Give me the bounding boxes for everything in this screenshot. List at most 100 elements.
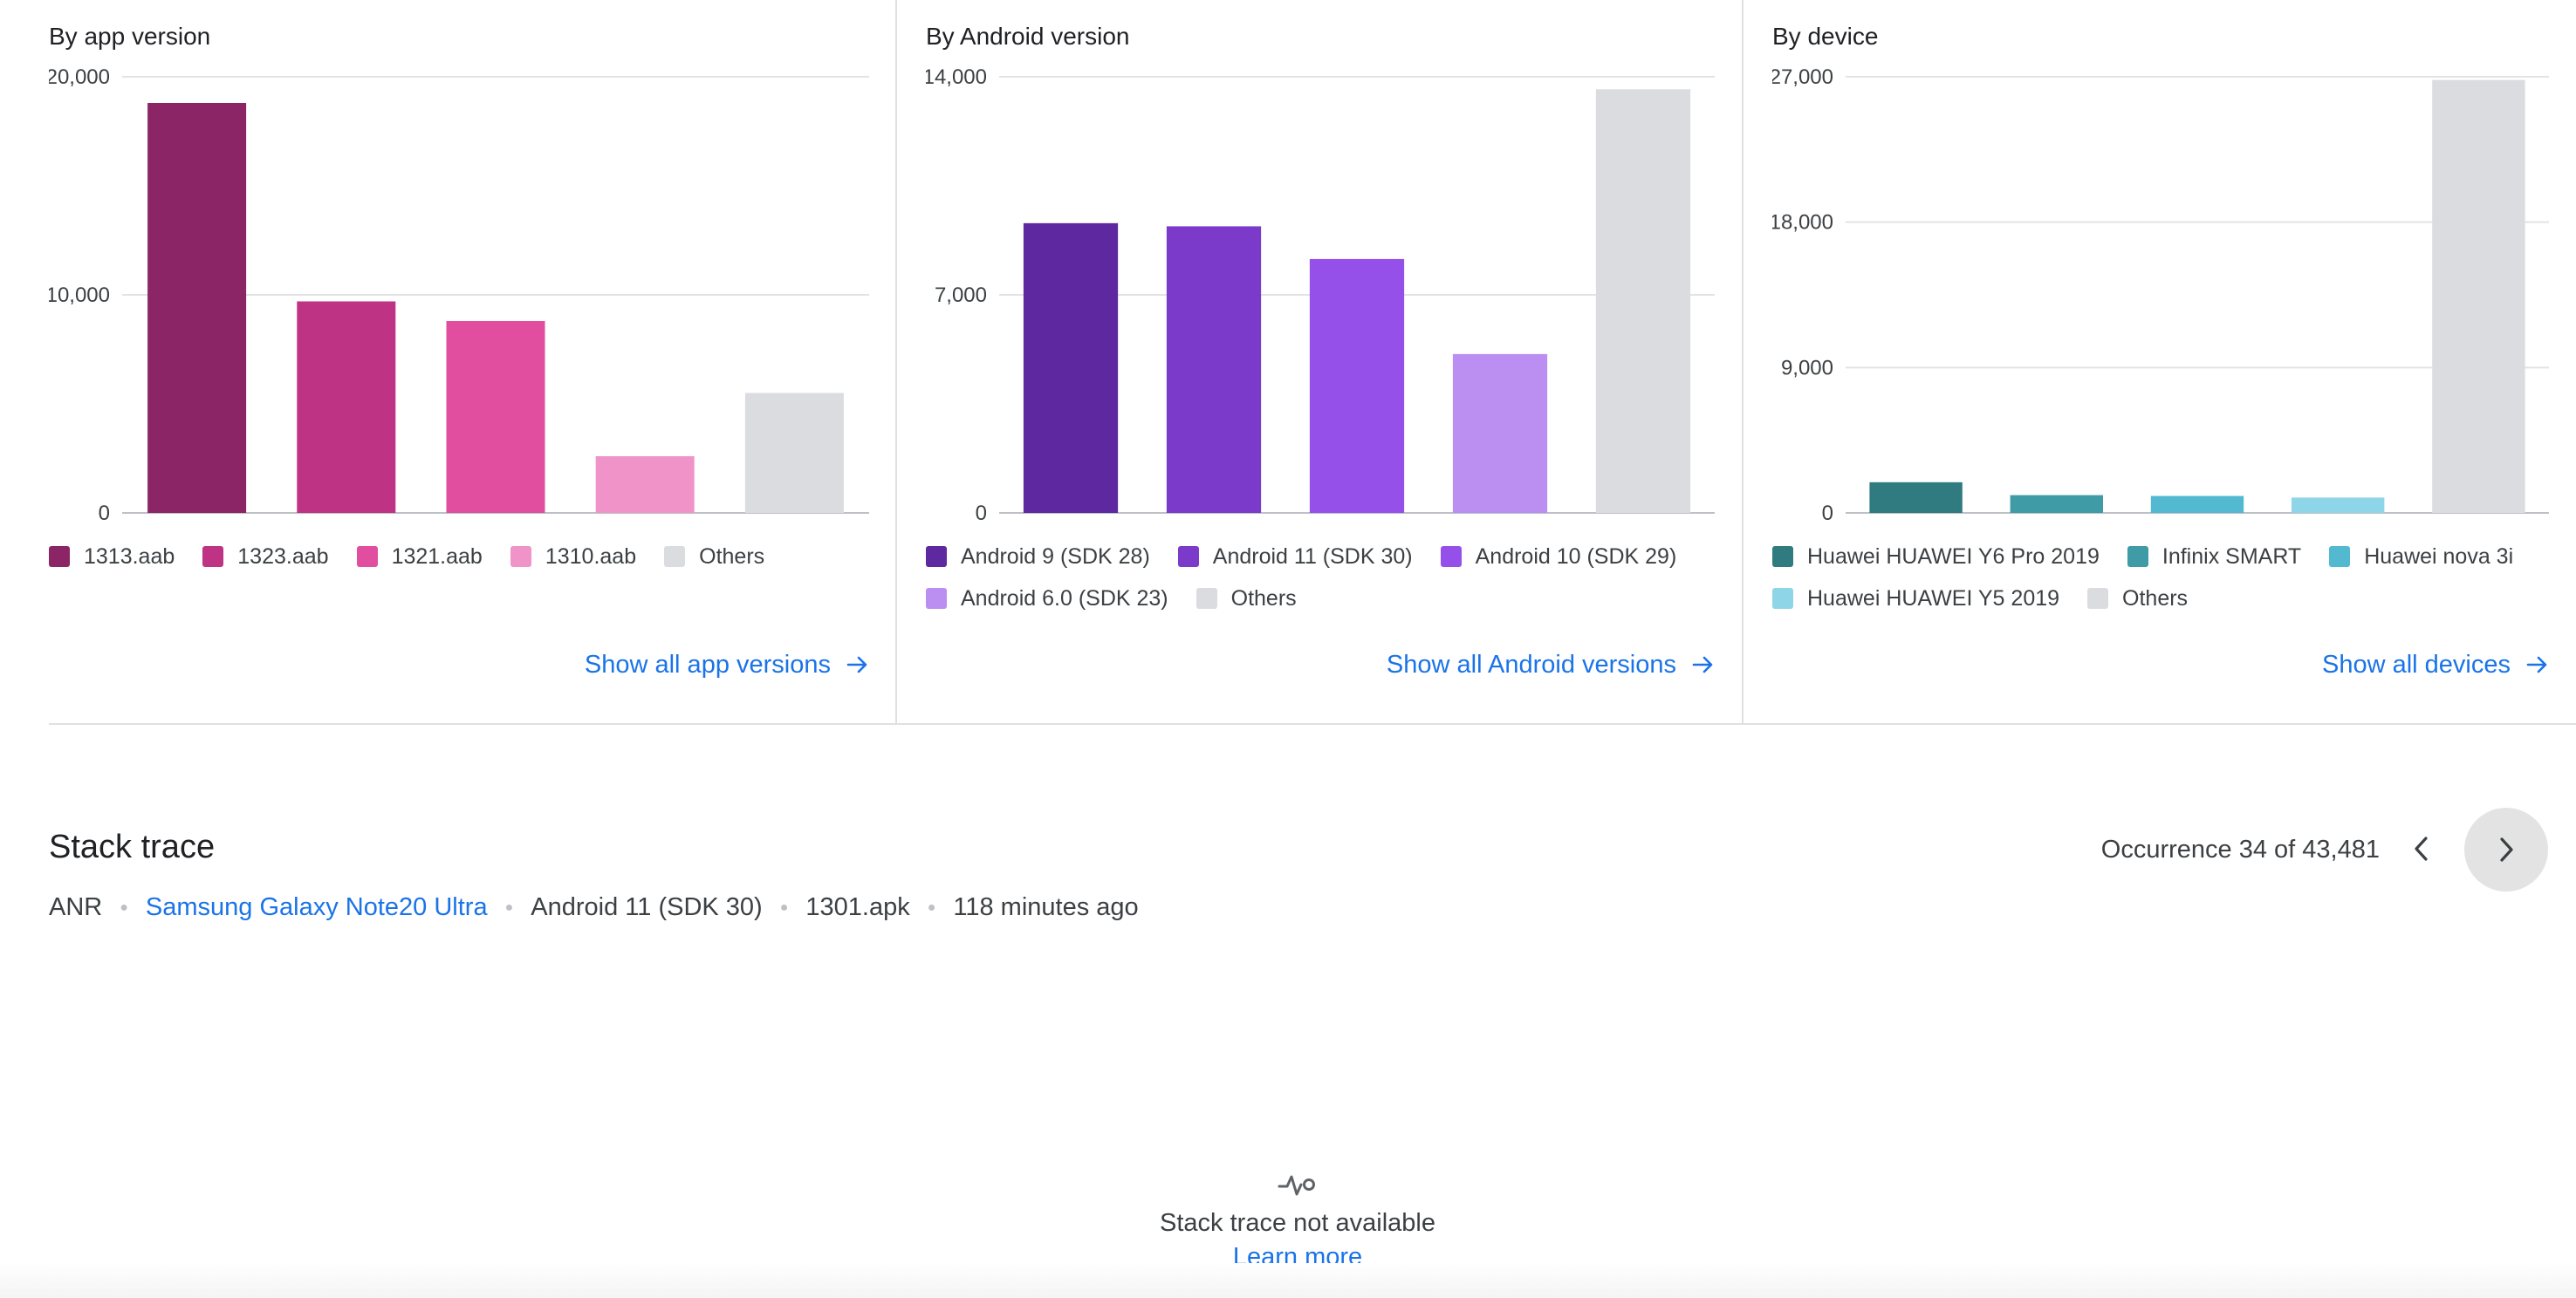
legend-swatch	[2087, 588, 2109, 609]
y-tick-label: 0	[976, 502, 987, 523]
legend-item: Others	[1196, 586, 1297, 611]
next-occurrence-button[interactable]	[2464, 808, 2548, 892]
bar-others[interactable]	[1595, 89, 1691, 514]
legend-item: Others	[2087, 586, 2188, 611]
arrow-right-icon	[846, 654, 869, 675]
legend-label: 1313.aab	[84, 543, 175, 569]
bar-huawei-huawei-y5-2019[interactable]	[2292, 497, 2385, 513]
device-legend: Huawei HUAWEI Y6 Pro 2019 Infinix SMART Hu…	[1772, 544, 2549, 611]
legend-swatch	[1440, 546, 1462, 567]
legend-item: Huawei HUAWEI Y5 2019	[1772, 586, 2059, 611]
bottom-fade	[0, 1263, 2576, 1298]
legend-label: Android 10 (SDK 29)	[1475, 543, 1677, 569]
legend-item: Others	[664, 544, 764, 569]
y-tick-label: 14,000	[926, 65, 987, 89]
bar-1310-aab[interactable]	[595, 456, 695, 513]
legend-swatch	[1177, 546, 1199, 567]
legend-swatch	[2127, 546, 2148, 567]
stack-trace-empty-state: Stack trace not available Learn more	[1123, 1169, 1472, 1272]
empty-message: Stack trace not available	[1160, 1209, 1435, 1237]
bar-huawei-nova-3i[interactable]	[2150, 495, 2244, 513]
y-tick-label: 0	[99, 502, 110, 523]
legend-label: Others	[1230, 585, 1297, 611]
panel-title: By device	[1772, 23, 1879, 50]
y-tick-label: 20,000	[49, 65, 110, 89]
bar-android-10-sdk-29-[interactable]	[1309, 258, 1405, 513]
legend-label: Huawei HUAWEI Y5 2019	[1807, 585, 2060, 611]
legend-swatch	[202, 546, 224, 567]
show-all-label: Show all app versions	[584, 650, 831, 679]
y-tick-label: 18,000	[1772, 211, 1833, 235]
legend-label: Huawei nova 3i	[2364, 543, 2514, 569]
legend-swatch	[356, 546, 378, 567]
legend-label: 1321.aab	[391, 543, 483, 569]
section-divider	[49, 723, 2576, 725]
bar-huawei-huawei-y6-pro-2019[interactable]	[1869, 482, 1963, 513]
panel-title: By Android version	[926, 23, 1130, 50]
legend-swatch	[1772, 588, 1793, 609]
android-version-legend: Android 9 (SDK 28) Android 11 (SDK 30) And…	[926, 544, 1715, 611]
legend-item: Infinix SMART	[2127, 544, 2301, 569]
legend-swatch	[926, 588, 947, 609]
event-time: 118 minutes ago	[953, 893, 1139, 921]
bar-android-9-sdk-28-[interactable]	[1023, 222, 1119, 513]
panel-divider	[1742, 0, 1744, 724]
bar-infinix-smart[interactable]	[2010, 495, 2103, 513]
y-tick-label: 0	[1822, 502, 1833, 523]
bar-android-11-sdk-30-[interactable]	[1166, 226, 1262, 513]
app-version-legend: 1313.aab 1323.aab 1321.aab 1310.aab Others	[49, 544, 764, 569]
legend-item: Android 9 (SDK 28)	[926, 544, 1150, 569]
y-tick-label: 7,000	[935, 284, 987, 307]
separator-dot: ●	[779, 899, 789, 915]
legend-item: 1310.aab	[510, 544, 636, 569]
os-version: Android 11 (SDK 30)	[531, 893, 763, 921]
bar-others[interactable]	[2432, 79, 2525, 513]
app-version-panel: By app version 0 10,000 20,000 1313.aab 132…	[49, 0, 869, 724]
legend-label: Android 11 (SDK 30)	[1212, 543, 1413, 569]
legend-item: Huawei HUAWEI Y6 Pro 2019	[1772, 544, 2100, 569]
panel-title: By app version	[49, 23, 211, 50]
arrow-right-icon	[1692, 654, 1715, 675]
legend-item: Android 6.0 (SDK 23)	[926, 586, 1168, 611]
show-all-devices-link[interactable]: Show all devices	[2322, 647, 2549, 682]
chevron-left-icon	[2415, 837, 2428, 861]
bar-1323-aab[interactable]	[297, 301, 396, 514]
show-all-app-versions-link[interactable]: Show all app versions	[585, 647, 869, 682]
previous-occurrence-button[interactable]	[2401, 824, 2442, 873]
bar-1321-aab[interactable]	[446, 321, 545, 513]
legend-label: Others	[699, 543, 765, 569]
legend-swatch	[2329, 546, 2351, 567]
legend-label: Infinix SMART	[2162, 543, 2302, 569]
legend-label: Android 6.0 (SDK 23)	[961, 585, 1168, 611]
show-all-android-versions-link[interactable]: Show all Android versions	[1387, 647, 1715, 682]
bar-1313-aab[interactable]	[147, 103, 247, 513]
device-link[interactable]: Samsung Galaxy Note20 Ultra	[145, 893, 488, 921]
legend-label: Huawei HUAWEI Y6 Pro 2019	[1807, 543, 2100, 569]
app-version-chart: 0 10,000 20,000	[49, 65, 869, 523]
legend-label: Android 9 (SDK 28)	[961, 543, 1150, 569]
legend-label: Others	[2122, 585, 2189, 611]
show-all-label: Show all devices	[2322, 650, 2511, 679]
chevron-right-icon	[2500, 837, 2513, 862]
bar-android-6-0-sdk-23-[interactable]	[1452, 353, 1548, 513]
arrow-right-icon	[2526, 654, 2549, 675]
legend-swatch	[1772, 546, 1793, 567]
legend-swatch	[49, 546, 70, 567]
stack-trace-title: Stack trace	[49, 829, 216, 865]
y-tick-label: 9,000	[1781, 356, 1833, 379]
legend-item: Android 10 (SDK 29)	[1440, 543, 1677, 569]
issue-type: ANR	[49, 893, 103, 921]
separator-dot: ●	[120, 899, 128, 915]
device-chart: 0 9,000 18,000 27,000	[1772, 65, 2549, 523]
bar-others[interactable]	[744, 393, 844, 514]
legend-swatch	[664, 546, 686, 567]
legend-item: Android 11 (SDK 30)	[1177, 543, 1413, 569]
occurrence-counter: Occurrence 34 of 43,481	[2100, 836, 2380, 864]
app-version: 1301.apk	[805, 893, 910, 921]
legend-swatch	[926, 546, 947, 567]
android-version-chart: 0 7,000 14,000	[926, 65, 1715, 523]
legend-item: 1323.aab	[202, 544, 329, 569]
stack-trace-meta: ANR ● Samsung Galaxy Note20 Ultra ● Andr…	[49, 893, 1139, 922]
legend-item: 1321.aab	[356, 543, 483, 569]
legend-swatch	[1196, 588, 1217, 609]
